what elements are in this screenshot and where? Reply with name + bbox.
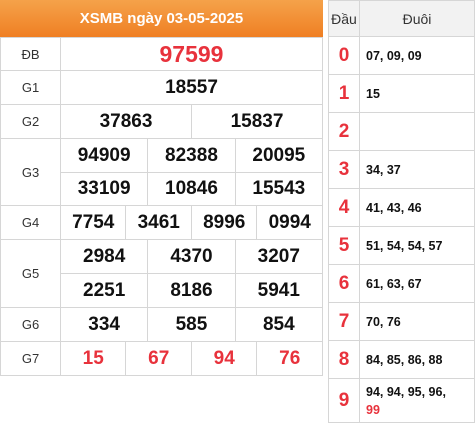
prize-label: G1 — [0, 70, 61, 105]
loto-row: 4 41, 43, 46 — [328, 188, 475, 227]
prize-number: 37863 — [60, 104, 192, 139]
prize-number: 33109 — [59, 172, 149, 206]
loto-tail: 15 — [359, 74, 475, 113]
prize-number: 15837 — [190, 104, 324, 139]
prize-number: 334 — [59, 307, 149, 342]
loto-panel: Đầu Đuôi 0 07, 09, 09 1 15 2 3 34, 37 4 … — [328, 0, 475, 424]
results-header: XSMB ngày 03-05-2025 — [0, 0, 323, 37]
prize-number: 20095 — [234, 138, 324, 173]
prize-label: G5 — [0, 239, 61, 308]
prize-number: 18557 — [60, 70, 323, 105]
loto-tail: 70, 76 — [359, 302, 475, 341]
loto-row: 7 70, 76 — [328, 302, 475, 341]
loto-head: 0 — [328, 36, 360, 75]
prize-row-g2: G2 37863 15837 — [0, 104, 324, 139]
prize-number: 2984 — [59, 239, 149, 274]
loto-head: 3 — [328, 150, 360, 189]
prize-row-g5-2: 2251 8186 5941 — [1, 273, 324, 308]
loto-tail — [359, 112, 475, 151]
prize-number: 76 — [256, 341, 323, 376]
prize-number: 854 — [234, 307, 324, 342]
prize-row-g6: G6 334 585 854 — [0, 307, 324, 342]
prize-row-g3-2: 33109 10846 15543 — [1, 172, 324, 206]
prize-number: 4370 — [147, 239, 236, 274]
loto-tail-column-title: Đuôi — [359, 0, 475, 37]
prize-number: 585 — [147, 307, 236, 342]
results-title: XSMB ngày 03-05-2025 — [79, 10, 244, 27]
loto-head: 8 — [328, 340, 360, 379]
loto-head-column-title: Đầu — [328, 0, 360, 37]
prize-number: 15543 — [234, 172, 324, 206]
loto-head: 2 — [328, 112, 360, 151]
prize-number: 5941 — [234, 273, 324, 308]
prize-label: G7 — [0, 341, 61, 376]
special-prize-number: 97599 — [60, 37, 323, 71]
loto-row: 6 61, 63, 67 — [328, 264, 475, 303]
results-table: ĐB 97599 G1 18557 G2 37863 15837 G3 9490… — [0, 37, 324, 376]
prize-number: 8996 — [190, 205, 258, 240]
loto-head: 1 — [328, 74, 360, 113]
loto-tail-values: 94, 94, 95, 96, — [366, 384, 446, 399]
prize-label: ĐB — [0, 37, 61, 71]
loto-head: 5 — [328, 226, 360, 265]
loto-head: 6 — [328, 264, 360, 303]
prize-row-g5: G5 2984 4370 3207 — [0, 239, 324, 308]
prize-number: 3207 — [234, 239, 324, 274]
prize-label: G2 — [0, 104, 61, 139]
loto-tail: 94, 94, 95, 96, 99 — [359, 378, 475, 423]
prize-label: G4 — [0, 205, 61, 240]
loto-row: 2 — [328, 112, 475, 151]
loto-special-tail: 99 — [366, 402, 380, 417]
prize-number: 3461 — [125, 205, 192, 240]
loto-head: 4 — [328, 188, 360, 227]
loto-tail: 61, 63, 67 — [359, 264, 475, 303]
loto-row: 9 94, 94, 95, 96, 99 — [328, 378, 475, 423]
results-panel: XSMB ngày 03-05-2025 ĐB 97599 G1 18557 G… — [0, 0, 324, 376]
prize-row-g3: G3 94909 82388 20095 — [0, 138, 324, 206]
prize-number: 94909 — [59, 138, 149, 173]
loto-row: 0 07, 09, 09 — [328, 36, 475, 75]
loto-row: 1 15 — [328, 74, 475, 113]
loto-tail: 41, 43, 46 — [359, 188, 475, 227]
loto-tail: 07, 09, 09 — [359, 36, 475, 75]
prize-row-g4: G4 7754 3461 8996 0994 — [0, 205, 323, 240]
loto-head: 7 — [328, 302, 360, 341]
loto-header-row: Đầu Đuôi — [328, 0, 475, 37]
loto-row: 8 84, 85, 86, 88 — [328, 340, 475, 379]
loto-tail: 84, 85, 86, 88 — [359, 340, 475, 379]
loto-row: 3 34, 37 — [328, 150, 475, 189]
prize-number: 10846 — [147, 172, 236, 206]
loto-tail: 34, 37 — [359, 150, 475, 189]
prize-number: 0994 — [256, 205, 323, 240]
prize-label: G3 — [0, 138, 61, 206]
prize-number: 94 — [190, 341, 258, 376]
prize-row-db: ĐB 97599 — [0, 37, 323, 71]
loto-tail: 51, 54, 54, 57 — [359, 226, 475, 265]
loto-table: Đầu Đuôi 0 07, 09, 09 1 15 2 3 34, 37 4 … — [328, 0, 475, 423]
prize-number: 7754 — [59, 205, 127, 240]
prize-label: G6 — [0, 307, 61, 342]
prize-number: 8186 — [147, 273, 236, 308]
prize-number: 2251 — [59, 273, 149, 308]
prize-number: 67 — [125, 341, 192, 376]
loto-head: 9 — [328, 378, 360, 423]
prize-row-g7: G7 15 67 94 76 — [0, 341, 323, 376]
prize-number: 15 — [59, 341, 127, 376]
prize-row-g1: G1 18557 — [0, 70, 323, 105]
prize-number: 82388 — [147, 138, 236, 173]
loto-row: 5 51, 54, 54, 57 — [328, 226, 475, 265]
